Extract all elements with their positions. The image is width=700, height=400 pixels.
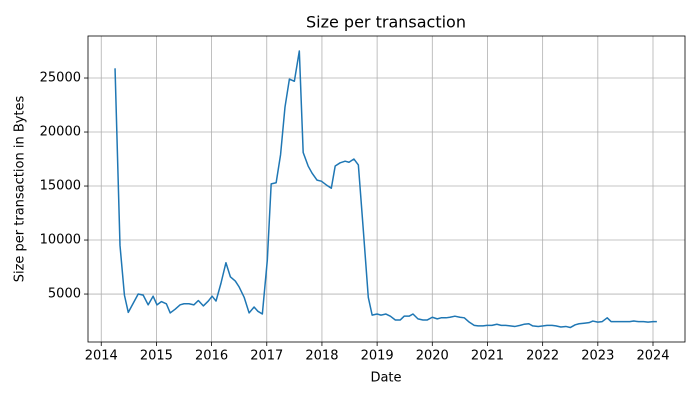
y-tick-label: 20000	[40, 125, 81, 140]
x-tick-label: 2022	[526, 349, 559, 364]
x-tick-label: 2017	[250, 349, 283, 364]
x-tick-label: 2016	[195, 349, 228, 364]
x-axis-label: Date	[370, 371, 401, 386]
x-tick-label: 2021	[471, 349, 504, 364]
x-tick-label: 2018	[305, 349, 338, 364]
plot-frame	[87, 35, 686, 343]
x-tick-label: 2020	[416, 349, 449, 364]
data-line	[114, 50, 657, 329]
y-axis-label: Size per transaction in Bytes	[13, 95, 28, 282]
x-tick-label: 2015	[140, 349, 173, 364]
chart-title: Size per transaction	[306, 13, 466, 32]
y-tick-label: 25000	[40, 71, 81, 86]
x-tick-label: 2023	[581, 349, 614, 364]
x-tick-label: 2019	[361, 349, 394, 364]
y-tick-label: 10000	[40, 233, 81, 248]
y-tick-label: 15000	[40, 179, 81, 194]
y-tick-label: 5000	[48, 287, 81, 302]
x-tick-label: 2014	[85, 349, 118, 364]
x-tick-label: 2024	[636, 349, 669, 364]
